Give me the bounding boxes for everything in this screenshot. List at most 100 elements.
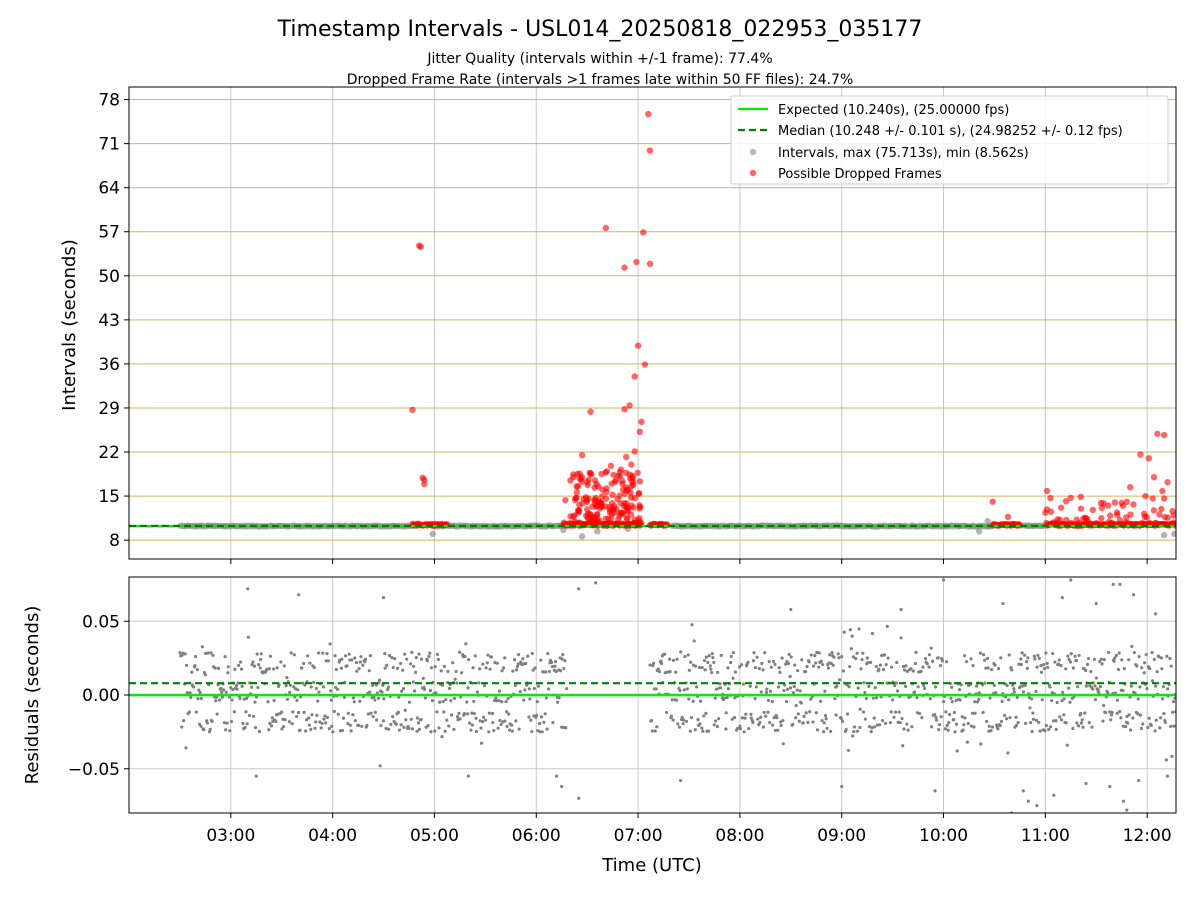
residual-point — [1116, 667, 1121, 672]
residual-point — [1158, 726, 1162, 730]
legend-expected-label: Expected (10.240s), (25.00000 fps) — [778, 103, 1009, 118]
dropped-frame-point — [594, 511, 601, 519]
residual-point — [772, 715, 776, 720]
dropped-frame-point — [633, 258, 640, 266]
residual-point — [363, 657, 368, 661]
residual-point — [414, 656, 418, 660]
residual-point — [680, 715, 684, 720]
residual-point — [258, 666, 262, 670]
residual-point — [648, 663, 652, 667]
residual-point — [698, 722, 702, 726]
top-ytick-label: 64 — [98, 179, 120, 199]
residual-point — [366, 712, 370, 716]
residual-point — [224, 690, 228, 694]
residual-point — [235, 687, 239, 691]
residual-point — [870, 631, 875, 636]
residual-point — [533, 666, 537, 670]
residual-point — [828, 729, 833, 733]
residual-point — [762, 710, 766, 715]
dropped-frame-point — [580, 495, 587, 503]
residual-point — [985, 719, 989, 723]
top-ytick-label: 57 — [98, 223, 120, 243]
residual-point — [340, 729, 345, 733]
residual-point — [474, 716, 478, 720]
residual-point — [408, 662, 413, 666]
residual-point — [526, 654, 530, 658]
residual-point — [506, 697, 510, 701]
chart-subtitle-dropped: Dropped Frame Rate (intervals >1 frames … — [347, 72, 854, 88]
residual-point — [874, 664, 878, 669]
residual-point — [732, 716, 737, 720]
residual-point — [946, 728, 950, 732]
residual-outlier-point — [899, 607, 903, 612]
residual-point — [554, 669, 558, 674]
residual-point — [333, 654, 337, 658]
residual-outlier-point — [789, 607, 793, 612]
residual-point — [361, 663, 365, 667]
residual-point — [381, 683, 385, 687]
residual-point — [312, 680, 316, 685]
residual-point — [285, 697, 290, 701]
residual-point — [391, 665, 395, 670]
residual-point — [716, 670, 720, 674]
residual-outlier-point — [1108, 784, 1112, 789]
residual-point — [888, 720, 892, 725]
residual-outlier-point — [1084, 781, 1088, 786]
residual-point — [403, 652, 407, 656]
dropped-frame-point — [586, 510, 594, 518]
dropped-frame-point — [1047, 494, 1054, 502]
dropped-frame-point — [629, 474, 637, 482]
residual-point — [979, 742, 983, 746]
residual-outlier-point — [1118, 582, 1122, 586]
residual-point — [1153, 729, 1157, 733]
residual-point — [764, 714, 768, 718]
residual-point — [415, 716, 420, 720]
residual-point — [350, 658, 354, 662]
residual-point — [1131, 716, 1135, 720]
residual-point — [336, 687, 340, 691]
residual-point — [845, 712, 850, 716]
residual-point — [873, 685, 877, 690]
residual-point — [1127, 658, 1131, 662]
residual-point — [715, 724, 719, 729]
residual-point — [306, 654, 310, 658]
residual-point — [280, 727, 284, 731]
dropped-frame-point — [1123, 498, 1130, 506]
residual-point — [960, 715, 964, 719]
residual-point — [950, 700, 954, 704]
residual-point — [670, 698, 674, 702]
dropped-frame-point — [610, 471, 617, 479]
residual-point — [224, 728, 228, 732]
residual-point — [356, 723, 361, 728]
residual-point — [791, 691, 796, 695]
residual-point — [1086, 656, 1091, 661]
residual-point — [527, 687, 531, 691]
residual-point — [927, 653, 932, 657]
residual-point — [891, 698, 895, 702]
residual-point — [486, 653, 490, 657]
residual-point — [1098, 659, 1102, 664]
dropped-frame-point — [621, 264, 628, 271]
residual-point — [340, 657, 344, 661]
residual-outlier-point — [1125, 808, 1129, 812]
residual-point — [216, 666, 221, 670]
dropped-frame-point — [624, 504, 632, 511]
residual-point — [398, 661, 403, 666]
residual-point — [184, 663, 189, 667]
residual-outlier-point — [1094, 601, 1098, 606]
residual-point — [942, 699, 946, 704]
residual-point — [689, 716, 694, 720]
residual-point — [993, 663, 997, 667]
residual-point — [563, 659, 567, 663]
residual-point — [912, 690, 917, 694]
residual-point — [777, 666, 781, 670]
residual-point — [998, 724, 1002, 728]
residual-point — [927, 665, 931, 669]
residual-point — [284, 684, 288, 688]
residual-point — [483, 718, 488, 722]
residual-point — [847, 685, 851, 689]
residual-point — [336, 712, 340, 716]
residual-point — [776, 685, 781, 689]
residual-point — [1067, 657, 1071, 662]
residual-point — [999, 656, 1003, 660]
